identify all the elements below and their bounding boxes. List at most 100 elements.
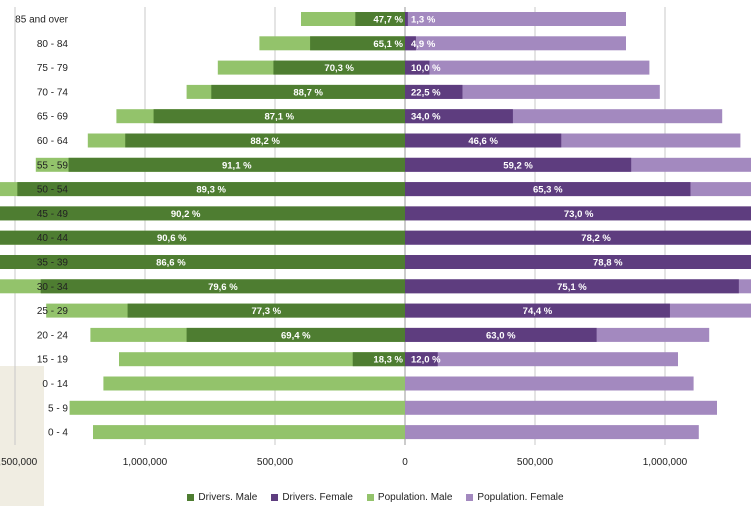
female-driver-share-label: 22,5 % xyxy=(411,87,441,98)
category-label: 40 - 44 xyxy=(37,233,69,244)
category-label: 75 - 79 xyxy=(37,63,69,74)
male-driver-share-label: 47,7 % xyxy=(373,15,403,26)
bars xyxy=(0,12,751,440)
male-driver-share-label: 90,6 % xyxy=(157,233,187,244)
bar-drivers-female xyxy=(405,206,751,221)
x-tick-label: 1,000,000 xyxy=(643,457,688,468)
x-tick-label: 1,000,000 xyxy=(123,457,168,468)
legend-item: Population. Female xyxy=(466,492,564,503)
bar-drivers-male xyxy=(211,84,405,99)
bar-population-male xyxy=(93,425,405,440)
bar-drivers-male xyxy=(125,133,406,148)
x-tick-label: 0 xyxy=(402,457,408,468)
legend-item: Population. Male xyxy=(366,491,453,503)
legend-label: Drivers. Female xyxy=(282,491,353,503)
bar-drivers-male xyxy=(355,12,405,26)
male-driver-share-label: 18,3 % xyxy=(373,355,403,366)
category-label: 45 - 49 xyxy=(37,209,69,220)
bar-drivers-female xyxy=(405,327,597,342)
bar-drivers-female xyxy=(405,182,691,197)
bar-drivers-female xyxy=(405,60,430,75)
category-label: 70 - 74 xyxy=(37,87,69,98)
category-label: 55 - 59 xyxy=(37,160,69,171)
male-driver-share-label: 69,4 % xyxy=(281,330,311,341)
bar-population-female xyxy=(405,84,660,99)
female-driver-share-label: 78,2 % xyxy=(581,233,611,244)
bar-drivers-male xyxy=(127,303,405,318)
female-driver-share-label: 10,0 % xyxy=(411,63,441,74)
female-driver-share-label: 59,2 % xyxy=(503,160,533,171)
category-label: 0 - 14 xyxy=(42,379,68,390)
male-driver-share-label: 86,6 % xyxy=(156,258,186,269)
bar-drivers-male xyxy=(0,206,405,221)
legend-swatch xyxy=(466,493,474,501)
bar-drivers-female xyxy=(405,279,739,294)
bar-drivers-female xyxy=(405,230,751,245)
bar-population-female xyxy=(405,400,717,415)
bar-drivers-male xyxy=(68,157,405,172)
female-driver-share-label: 63,0 % xyxy=(486,330,516,341)
category-label: 15 - 19 xyxy=(37,355,69,366)
legend-swatch xyxy=(271,493,279,501)
bar-population-male xyxy=(69,400,405,415)
bar-drivers-male xyxy=(0,255,406,269)
population-pyramid-chart: 18,3 % 12,0 % 69,4 % 63,0 % 77,3 % 74,4 % 79,6… xyxy=(0,7,751,468)
bar-drivers-male xyxy=(0,230,406,245)
bar-drivers-female xyxy=(405,255,751,269)
category-label: 60 - 64 xyxy=(37,136,69,147)
female-driver-share-label: 78,8 % xyxy=(593,258,623,269)
legend-label: Drivers. Male xyxy=(198,491,258,503)
category-label: 25 - 29 xyxy=(37,306,69,317)
bar-drivers-male xyxy=(17,182,406,197)
legend-item: Drivers. Female xyxy=(271,492,353,503)
bar-population-female xyxy=(405,36,626,51)
male-driver-share-label: 77,3 % xyxy=(252,306,282,317)
legend-swatch xyxy=(366,493,374,501)
x-tick-label: 1,500,000 xyxy=(0,457,38,468)
bar-population-female xyxy=(405,376,694,391)
category-label: 5 - 9 xyxy=(48,403,68,414)
bar-population-female xyxy=(405,425,699,440)
male-driver-share-label: 90,2 % xyxy=(171,209,201,220)
bar-drivers-male xyxy=(186,327,405,342)
legend-label: Population. Male xyxy=(377,491,453,503)
bar-population-female xyxy=(405,352,678,367)
male-driver-share-label: 79,6 % xyxy=(208,282,238,293)
female-driver-share-label: 75,1 % xyxy=(557,282,587,293)
bar-drivers-male xyxy=(153,109,405,124)
legend-item: Drivers. Male xyxy=(187,492,257,503)
category-label: 50 - 54 xyxy=(37,185,69,196)
x-tick-label: 500,000 xyxy=(517,457,554,468)
female-driver-share-label: 73,0 % xyxy=(564,209,594,220)
male-driver-share-label: 87,1 % xyxy=(265,112,295,123)
bar-population-male xyxy=(103,376,406,391)
data-labels: 18,3 % 12,0 % 69,4 % 63,0 % 77,3 % 74,4 % 79,6… xyxy=(156,15,623,366)
category-label: 85 and over xyxy=(15,15,68,26)
bar-drivers-female xyxy=(405,36,416,51)
male-driver-share-label: 65,1 % xyxy=(373,39,403,50)
category-label: 0 - 4 xyxy=(48,428,68,439)
female-driver-share-label: 34,0 % xyxy=(411,112,441,123)
bar-drivers-male xyxy=(310,36,405,51)
category-label: 65 - 69 xyxy=(37,112,69,123)
female-driver-share-label: 74,4 % xyxy=(523,306,553,317)
bar-drivers-female xyxy=(405,109,513,124)
x-axis-tick-labels: 2,500,0002,000,0001,500,0001,000,000500,… xyxy=(0,457,688,468)
bar-drivers-male xyxy=(352,352,405,367)
male-driver-share-label: 91,1 % xyxy=(222,160,252,171)
grid-lines xyxy=(14,7,666,445)
x-tick-label: 500,000 xyxy=(257,457,294,468)
bar-population-female xyxy=(405,60,650,75)
female-driver-share-label: 46,6 % xyxy=(468,136,498,147)
bar-population-female xyxy=(405,12,626,26)
legend-swatch xyxy=(187,493,195,501)
category-label: 35 - 39 xyxy=(37,258,69,269)
legend: Drivers. Male Drivers. Female Population. … xyxy=(0,490,751,504)
category-labels: 0 - 4 5 - 9 0 - 14 15 - 19 20 - 24 25 - 29 30 … xyxy=(15,15,68,439)
bar-drivers-male xyxy=(273,60,405,75)
male-driver-share-label: 88,7 % xyxy=(293,87,323,98)
bar-drivers-female xyxy=(405,84,463,99)
category-label: 30 - 34 xyxy=(37,282,69,293)
bar-drivers-female xyxy=(405,157,632,172)
bar-drivers-female xyxy=(405,352,438,367)
